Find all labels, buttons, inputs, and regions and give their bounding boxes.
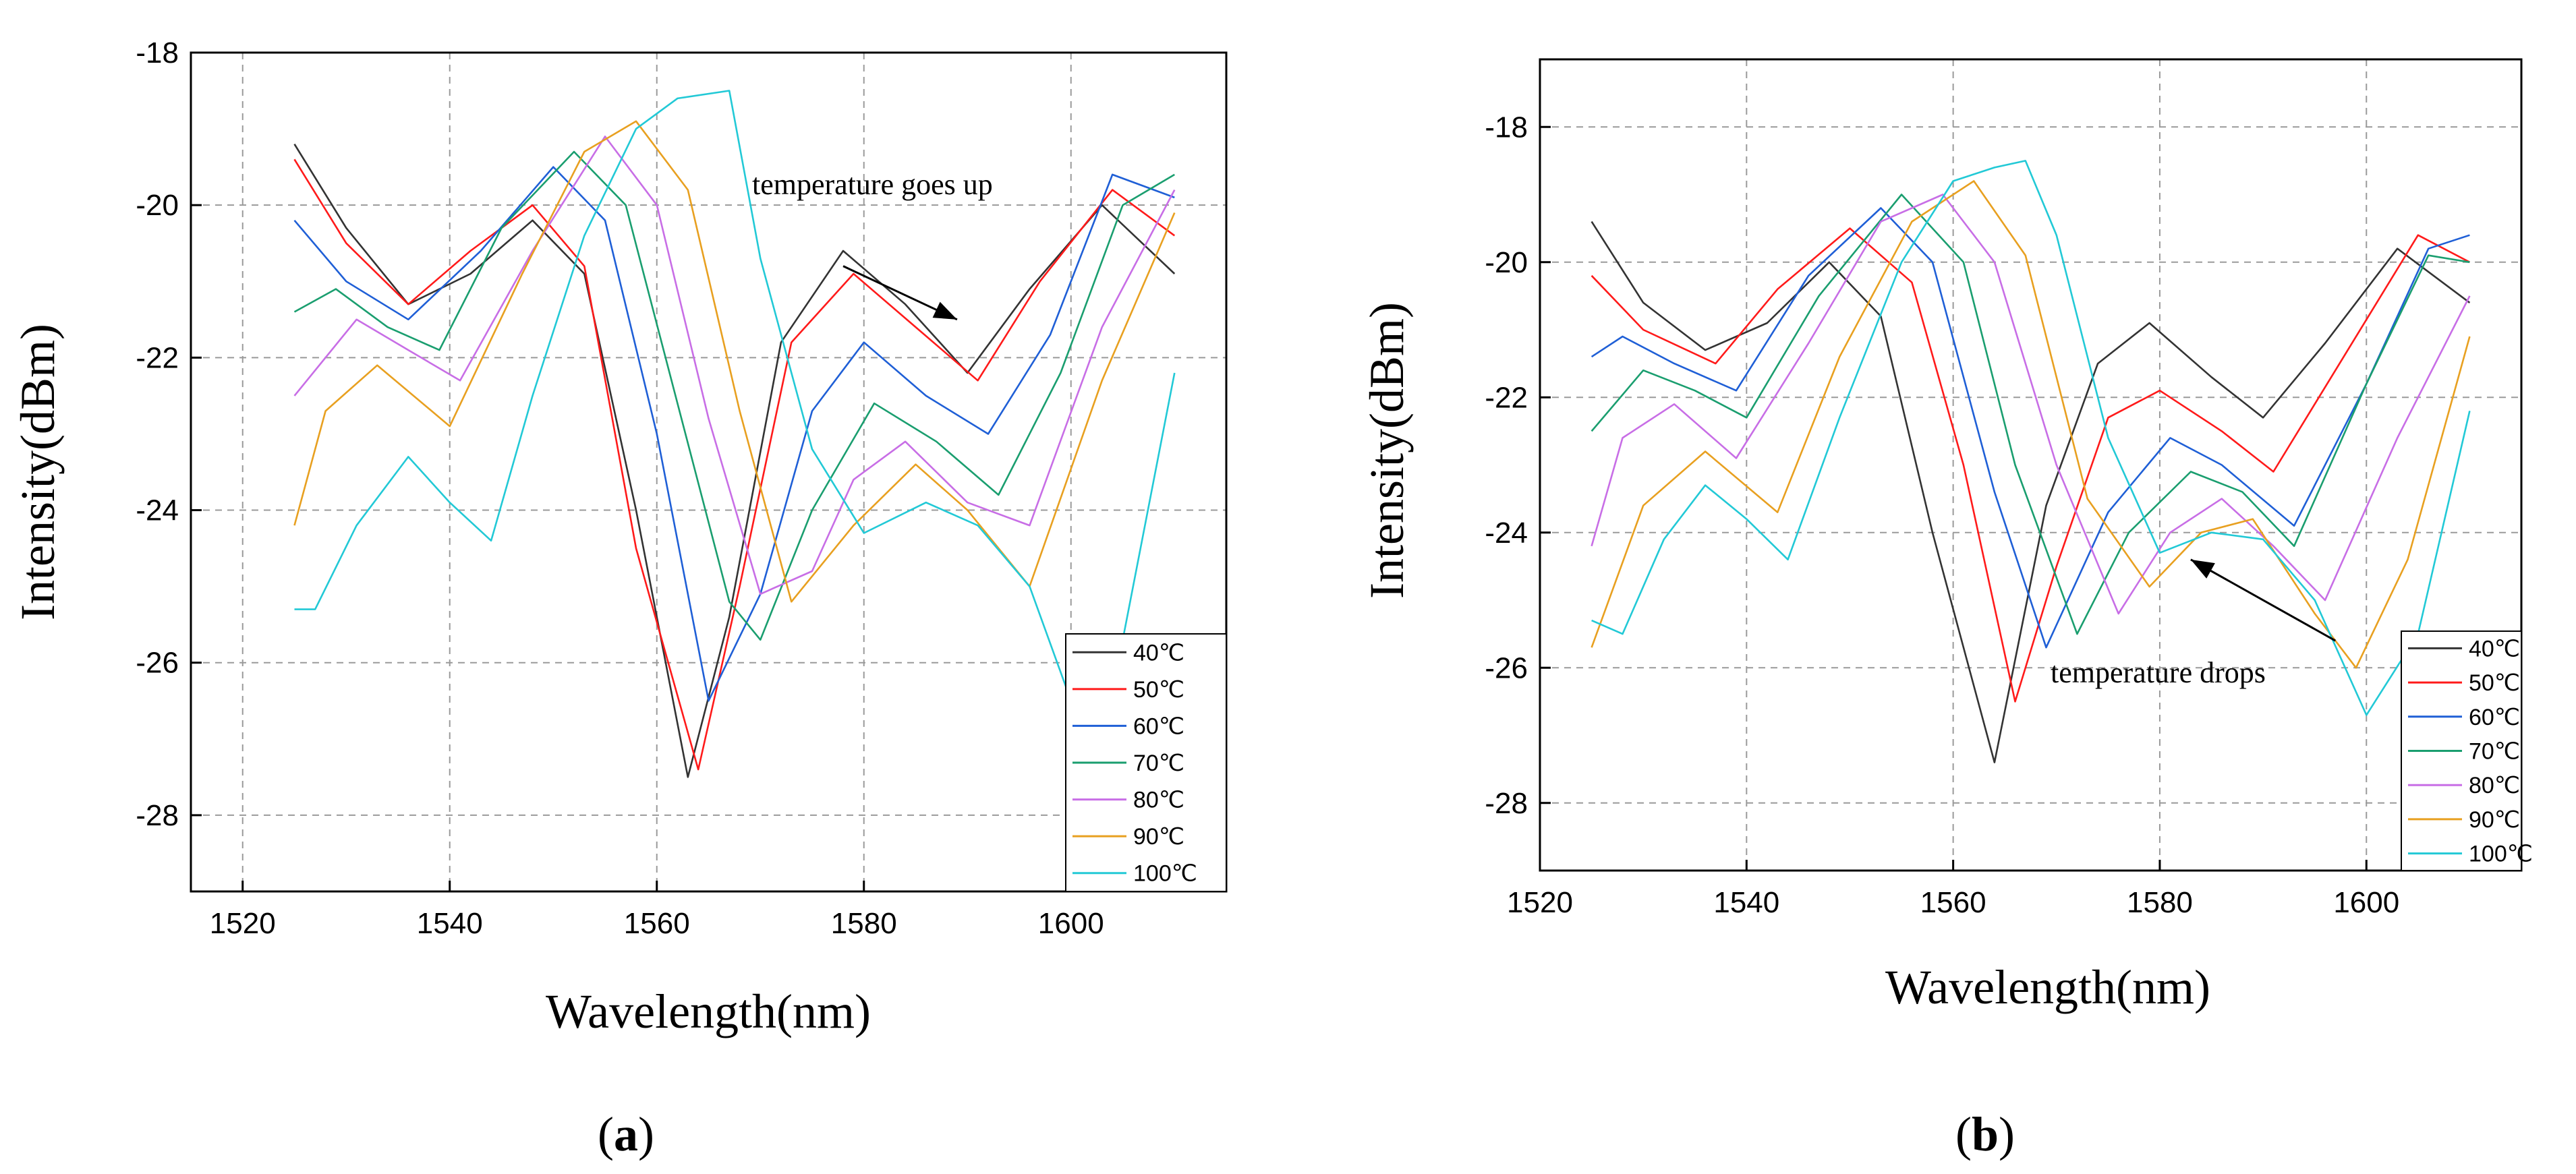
- legend-label: 40℃: [2469, 636, 2520, 662]
- y-tick-label: -18: [136, 36, 179, 69]
- x-tick-label: 1520: [210, 907, 276, 940]
- annotation-arrow-shaft: [2190, 558, 2337, 642]
- chart-panel-a: 1520 1540 1560 1580 1600 -18 -20 -22 -24 -26 -28 W…: [11, 36, 1228, 1161]
- annotation-arrow-head: [2190, 559, 2215, 579]
- x-tick-label: 1560: [1920, 886, 1986, 919]
- x-tick-label: 1580: [2127, 886, 2193, 919]
- y-tick-label: -24: [136, 494, 179, 527]
- plot-frame: [190, 51, 1228, 893]
- series-line-5: [293, 120, 1176, 603]
- x-tick-label: 1580: [831, 907, 897, 940]
- legend-label: 100℃: [2469, 842, 2533, 867]
- y-tick-label: -20: [136, 189, 179, 222]
- y-axis-title: Intensity(dBm): [11, 324, 65, 620]
- y-tick-label: -28: [136, 799, 179, 832]
- panel-label-b: (b): [1955, 1107, 2015, 1161]
- x-tick-label: 1600: [2333, 886, 2399, 919]
- tick-labels: 1520 1540 1560 1580 1600 -18 -20 -22 -24 -26 -28: [136, 36, 1104, 940]
- series-line-3: [1591, 194, 2470, 635]
- y-axis-title: Intensity(dBm): [1360, 302, 1414, 599]
- x-tick-label: 1540: [1713, 886, 1779, 919]
- y-tick-label: -22: [1485, 381, 1528, 414]
- series-line-1: [1591, 227, 2471, 703]
- panel-letter: a: [614, 1107, 638, 1161]
- legend-label: 70℃: [2469, 739, 2520, 765]
- x-axis-title: Wavelength(nm): [1885, 960, 2210, 1014]
- series-lines: [1591, 160, 2471, 763]
- y-tick-label: -26: [136, 647, 179, 680]
- x-tick-label: 1540: [417, 907, 483, 940]
- legend-label: 50℃: [1133, 677, 1184, 703]
- series-line-3: [293, 150, 1175, 641]
- legend-label: 60℃: [1133, 713, 1184, 739]
- panel-letter: b: [1972, 1107, 1999, 1161]
- legend-label: 80℃: [2469, 773, 2520, 798]
- legend-label: 40℃: [1133, 640, 1184, 666]
- legend-label: 50℃: [2469, 670, 2520, 696]
- x-axis-title: Wavelength(nm): [546, 985, 871, 1038]
- legend: 40℃ 50℃ 60℃ 70℃ 80℃ 90℃ 100℃: [2401, 630, 2533, 871]
- x-tick-label: 1560: [624, 907, 690, 940]
- legend-label: 80℃: [1133, 788, 1184, 813]
- annotation-temperature-drops: temperature drops: [2051, 558, 2337, 689]
- legend-label: 100℃: [1133, 861, 1197, 887]
- series-line-4: [1591, 194, 2471, 615]
- annotation-temperature-up: temperature goes up: [752, 168, 993, 321]
- legend-label: 70℃: [1133, 751, 1184, 776]
- x-tick-label: 1520: [1507, 886, 1573, 919]
- legend-label: 90℃: [1133, 824, 1184, 850]
- series-line-0: [1591, 221, 2471, 763]
- panel-label-a: (a): [598, 1107, 654, 1161]
- annotation-arrow-head: [932, 301, 957, 320]
- legend-label: 90℃: [2469, 807, 2520, 833]
- axis-ticks: [1539, 125, 2368, 871]
- y-tick-label: -18: [1485, 111, 1528, 144]
- y-tick-label: -24: [1485, 517, 1528, 550]
- x-tick-label: 1600: [1038, 907, 1104, 940]
- series-line-2: [1591, 207, 2470, 649]
- series-line-4: [293, 136, 1176, 595]
- plot-frame: [1539, 58, 2523, 872]
- series-line-6: [294, 90, 1176, 702]
- y-tick-label: -20: [1485, 246, 1528, 279]
- chart-panel-b: 1520 1540 1560 1580 1600 -18 -20 -22 -24 -26 -28 W…: [1360, 58, 2533, 1161]
- annotation-text: temperature goes up: [752, 168, 993, 201]
- legend: 40℃ 50℃ 60℃ 70℃ 80℃ 90℃ 100℃: [1065, 633, 1227, 892]
- y-tick-label: -22: [136, 341, 179, 374]
- annotation-text: temperature drops: [2051, 656, 2266, 689]
- y-tick-label: -26: [1485, 651, 1528, 684]
- series-line-2: [293, 166, 1175, 702]
- legend-label: 60℃: [2469, 705, 2520, 730]
- series-line-6: [1591, 160, 2471, 716]
- y-tick-label: -28: [1485, 787, 1528, 820]
- tick-labels: 1520 1540 1560 1580 1600 -18 -20 -22 -24 -26 -28: [1485, 111, 2399, 919]
- series-lines: [293, 90, 1176, 778]
